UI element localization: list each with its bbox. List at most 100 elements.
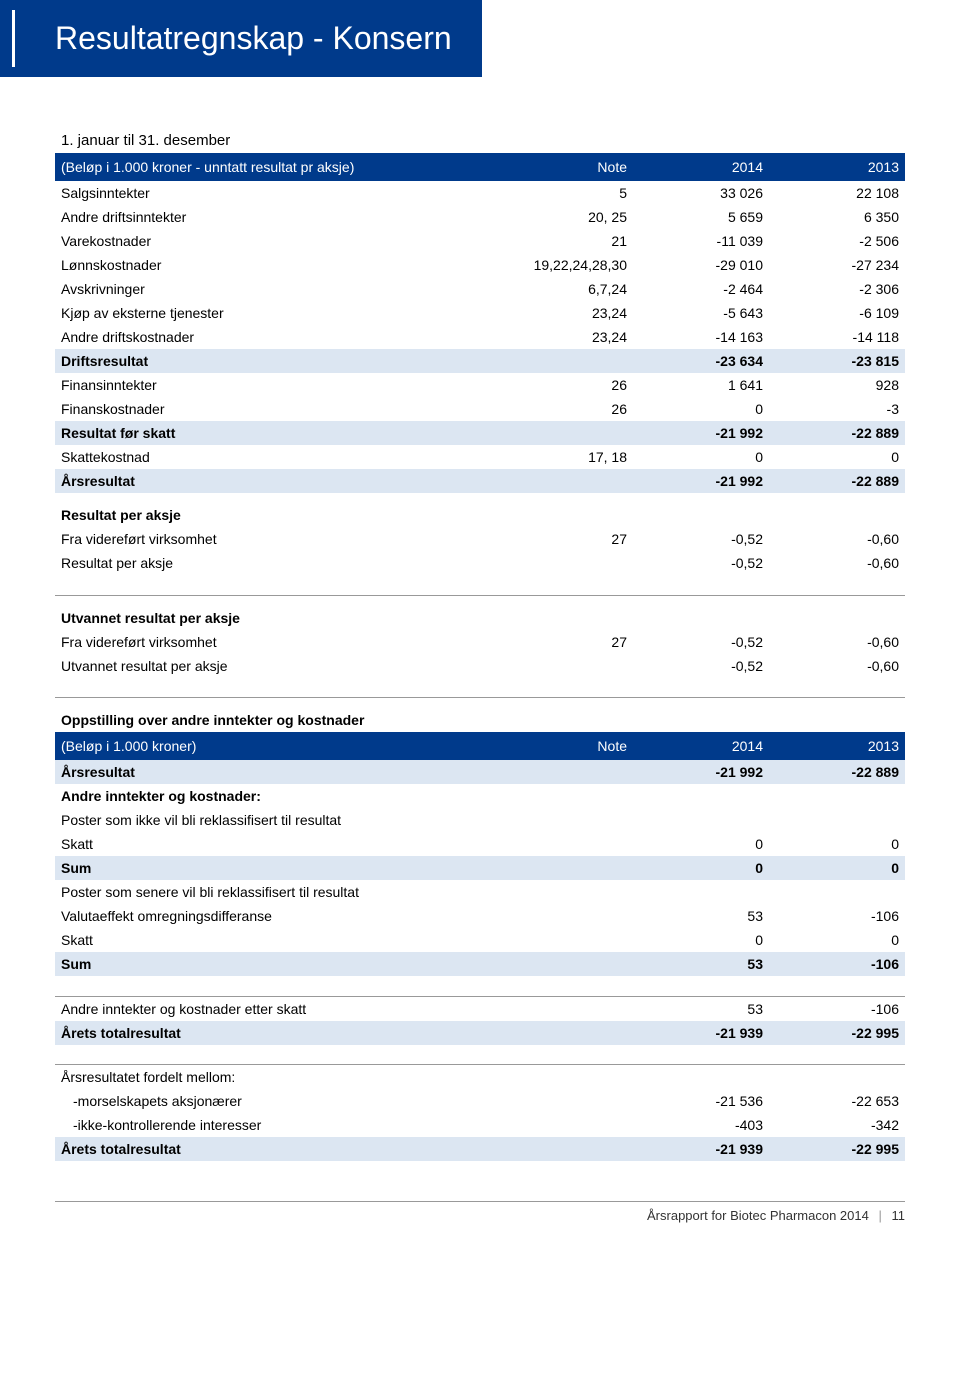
row-value-2014: 0 [633, 445, 769, 469]
row-label: Driftsresultat [55, 349, 497, 373]
row-label: Utvannet resultat per aksje [55, 654, 497, 678]
resultat-for-skatt-row: Resultat før skatt -21 992 -22 889 [55, 421, 905, 445]
row-label: Årsresultat [55, 469, 497, 493]
row-value-2014: 0 [633, 832, 769, 856]
resultat-per-aksje-heading: Resultat per aksje [55, 493, 905, 527]
row-value-2013: -0,60 [769, 654, 905, 678]
row-note [497, 551, 633, 575]
row-label: Resultat per aksje [55, 551, 497, 575]
table-row: -morselskapets aksjonærer -21 536 -22 65… [55, 1089, 905, 1113]
row-value-2013: -23 815 [769, 349, 905, 373]
row-label: Andre driftskostnader [55, 325, 497, 349]
page-title: Resultatregnskap - Konsern [55, 20, 452, 56]
row-label: Skattekostnad [55, 445, 497, 469]
row-value-2014: -403 [633, 1113, 769, 1137]
table-row: Finanskostnader 26 0 -3 [55, 397, 905, 421]
row-value-2013: 0 [769, 856, 905, 880]
row-value-2013: -27 234 [769, 253, 905, 277]
row-note: 20, 25 [497, 205, 633, 229]
row-value-2014: 53 [633, 952, 769, 976]
table-row: Lønnskostnader 19,22,24,28,30 -29 010 -2… [55, 253, 905, 277]
row-value-2014: -21 536 [633, 1089, 769, 1113]
table-row: Finansinntekter 26 1 641 928 [55, 373, 905, 397]
row-label: Fra videreført virksomhet [55, 527, 497, 551]
row-value-2014: -23 634 [633, 349, 769, 373]
row-value-2014: -0,52 [633, 527, 769, 551]
row-value-2014: -0,52 [633, 630, 769, 654]
header-year-2014: 2014 [633, 153, 769, 181]
table-row: Andre driftskostnader 23,24 -14 163 -14 … [55, 325, 905, 349]
row-label: Kjøp av eksterne tjenester [55, 301, 497, 325]
row-label: Lønnskostnader [55, 253, 497, 277]
row-label: Skatt [55, 832, 497, 856]
row-value-2013: -22 889 [769, 421, 905, 445]
row-value-2014: 5 659 [633, 205, 769, 229]
row-label: Fra videreført virksomhet [55, 630, 497, 654]
row-value-2013: -22 889 [769, 760, 905, 784]
row-label: Avskrivninger [55, 277, 497, 301]
oppstilling-heading: Oppstilling over andre inntekter og kost… [55, 698, 905, 733]
row-value-2014: -21 992 [633, 421, 769, 445]
header-note: Note [497, 153, 633, 181]
row-label: -ikke-kontrollerende interesser [55, 1113, 497, 1137]
arsresultat-row: Årsresultat -21 992 -22 889 [55, 760, 905, 784]
row-label: Andre driftsinntekter [55, 205, 497, 229]
row-value-2014: -2 464 [633, 277, 769, 301]
row-value-2014: -21 992 [633, 760, 769, 784]
row-value-2013: -22 995 [769, 1137, 905, 1161]
row-note: 27 [497, 630, 633, 654]
row-label: Skatt [55, 928, 497, 952]
row-label: Årets totalresultat [55, 1137, 497, 1161]
row-value-2014: 0 [633, 856, 769, 880]
totalresultat-row: Årets totalresultat -21 939 -22 995 [55, 1021, 905, 1045]
table-row: Resultat per aksje -0,52 -0,60 [55, 551, 905, 575]
row-label: Årsresultat [55, 760, 497, 784]
row-label: Resultat før skatt [55, 421, 497, 445]
totalresultat-row: Årets totalresultat -21 939 -22 995 [55, 1137, 905, 1161]
row-value-2013: -0,60 [769, 551, 905, 575]
row-value-2014: -0,52 [633, 551, 769, 575]
table-row: Utvannet resultat per aksje -0,52 -0,60 [55, 654, 905, 678]
row-value-2013: -342 [769, 1113, 905, 1137]
row-note: 19,22,24,28,30 [497, 253, 633, 277]
row-label: Finanskostnader [55, 397, 497, 421]
header-label: (Beløp i 1.000 kroner - unntatt resultat… [55, 153, 497, 181]
row-value-2013: -106 [769, 952, 905, 976]
date-range: 1. januar til 31. desember [55, 132, 905, 149]
sum-row: Sum 53 -106 [55, 952, 905, 976]
row-value-2014: -21 939 [633, 1137, 769, 1161]
row-value-2013: 6 350 [769, 205, 905, 229]
row-value-2014: 53 [633, 996, 769, 1021]
row-value-2013: -14 118 [769, 325, 905, 349]
table-row: -ikke-kontrollerende interesser -403 -34… [55, 1113, 905, 1137]
urpa-rows: Fra videreført virksomhet 27 -0,52 -0,60… [55, 630, 905, 678]
row-value-2014: -5 643 [633, 301, 769, 325]
other-income-table: (Beløp i 1.000 kroner) Note 2014 2013 År… [55, 732, 905, 1161]
table-row: Skatt 0 0 [55, 928, 905, 952]
row-note: 23,24 [497, 301, 633, 325]
row-label: -morselskapets aksjonærer [55, 1089, 497, 1113]
row-note: 26 [497, 397, 633, 421]
row-note: 17, 18 [497, 445, 633, 469]
page-title-banner: Resultatregnskap - Konsern [0, 0, 482, 77]
arsresultat-row: Årsresultat -21 992 -22 889 [55, 469, 905, 493]
header-year-2014: 2014 [633, 732, 769, 760]
fordelt-heading: Årsresultatet fordelt mellom: [55, 1065, 905, 1090]
table-row: Valutaeffekt omregningsdifferanse 53 -10… [55, 904, 905, 928]
table-row: Andre driftsinntekter 20, 25 5 659 6 350 [55, 205, 905, 229]
row-value-2014: 0 [633, 397, 769, 421]
table-row: Varekostnader 21 -11 039 -2 506 [55, 229, 905, 253]
poster-senere-label: Poster som senere vil bli reklassifisert… [55, 880, 905, 904]
row-value-2013: 928 [769, 373, 905, 397]
row-value-2014: -11 039 [633, 229, 769, 253]
driftsresultat-row: Driftsresultat -23 634 -23 815 [55, 349, 905, 373]
rpa-rows: Fra videreført virksomhet 27 -0,52 -0,60… [55, 527, 905, 575]
row-note [497, 654, 633, 678]
row-label: Sum [55, 856, 497, 880]
row-value-2013: 0 [769, 445, 905, 469]
row-label: Valutaeffekt omregningsdifferanse [55, 904, 497, 928]
row-note: 21 [497, 229, 633, 253]
table-row: Avskrivninger 6,7,24 -2 464 -2 306 [55, 277, 905, 301]
header-year-2013: 2013 [769, 153, 905, 181]
row-value-2013: -22 889 [769, 469, 905, 493]
